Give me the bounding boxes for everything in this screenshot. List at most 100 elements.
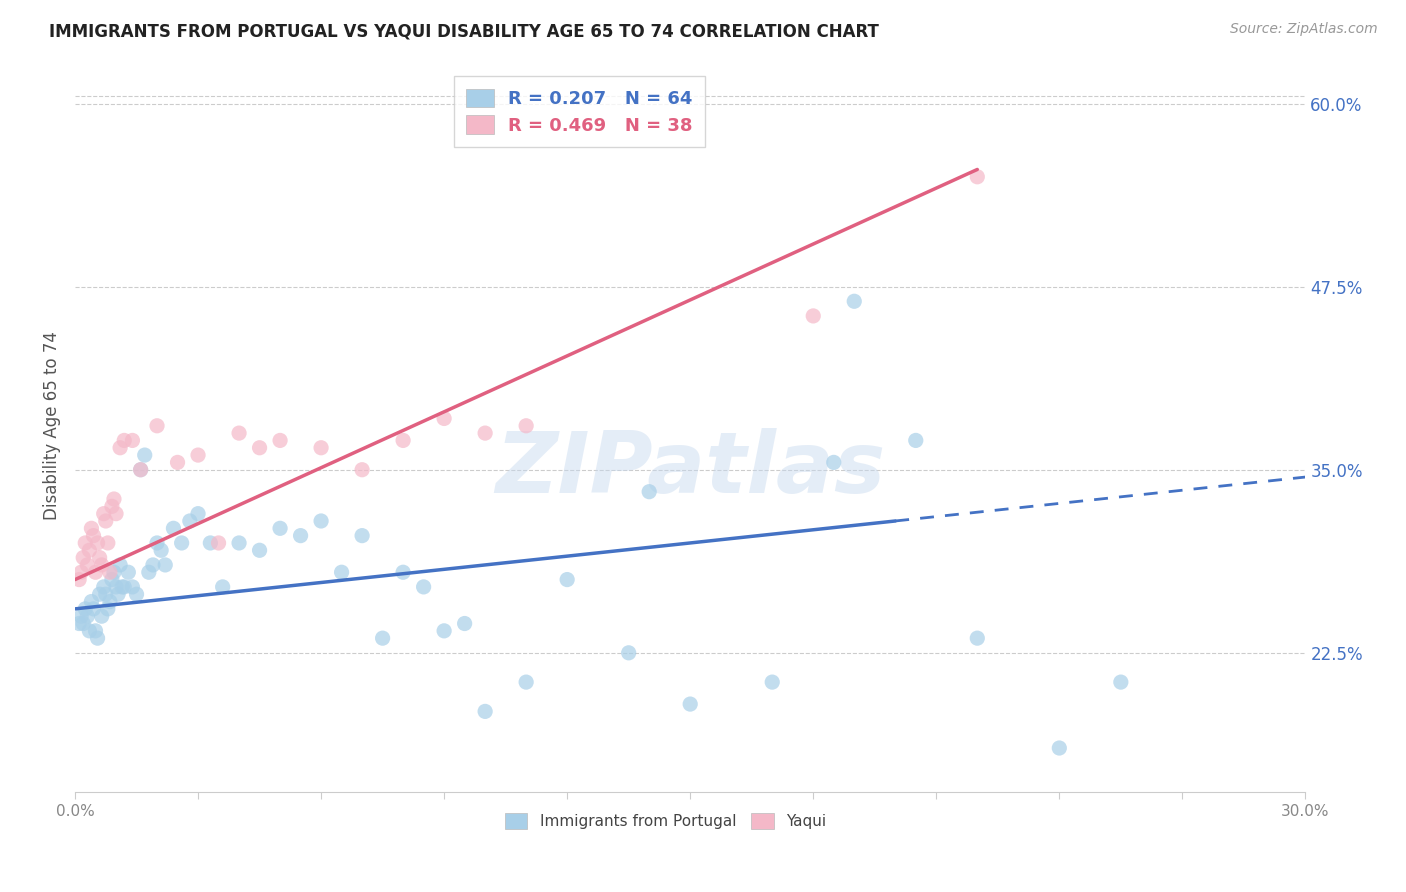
Point	[75, 536, 97, 550]
Point	[103, 491, 125, 506]
Point	[412, 580, 434, 594]
Point	[146, 536, 169, 550]
Point	[904, 434, 927, 448]
Point	[93, 507, 115, 521]
Point	[187, 448, 209, 462]
Point	[112, 580, 135, 594]
Point	[1109, 675, 1132, 690]
Point	[211, 580, 233, 594]
Point	[89, 587, 111, 601]
Point	[105, 580, 128, 594]
Point	[170, 536, 193, 550]
Point	[761, 675, 783, 690]
Point	[72, 616, 94, 631]
Point	[330, 566, 353, 580]
Point	[86, 536, 108, 550]
Legend: Immigrants from Portugal, Yaqui: Immigrants from Portugal, Yaqui	[498, 807, 832, 836]
Point	[228, 426, 250, 441]
Point	[309, 441, 332, 455]
Point	[352, 463, 374, 477]
Point	[82, 602, 104, 616]
Point	[111, 580, 134, 594]
Point	[98, 566, 121, 580]
Point	[352, 528, 374, 542]
Point	[90, 609, 112, 624]
Point	[93, 580, 115, 594]
Point	[84, 566, 107, 580]
Point	[105, 507, 128, 521]
Point	[207, 536, 229, 550]
Point	[80, 594, 103, 608]
Point	[121, 580, 143, 594]
Point	[101, 573, 124, 587]
Point	[249, 543, 271, 558]
Point	[166, 455, 188, 469]
Point	[117, 566, 139, 580]
Point	[72, 550, 94, 565]
Point	[98, 594, 121, 608]
Point	[107, 587, 129, 601]
Point	[433, 624, 456, 638]
Point	[134, 448, 156, 462]
Point	[392, 434, 415, 448]
Point	[515, 418, 537, 433]
Point	[679, 697, 702, 711]
Y-axis label: Disability Age 65 to 74: Disability Age 65 to 74	[44, 331, 60, 520]
Point	[108, 558, 131, 572]
Point	[79, 543, 101, 558]
Point	[453, 616, 475, 631]
Point	[86, 631, 108, 645]
Point	[228, 536, 250, 550]
Point	[94, 587, 117, 601]
Point	[121, 434, 143, 448]
Point	[70, 566, 93, 580]
Point	[76, 558, 98, 572]
Point	[142, 558, 165, 572]
Text: IMMIGRANTS FROM PORTUGAL VS YAQUI DISABILITY AGE 65 TO 74 CORRELATION CHART: IMMIGRANTS FROM PORTUGAL VS YAQUI DISABI…	[49, 22, 879, 40]
Point	[966, 169, 988, 184]
Point	[67, 616, 90, 631]
Point	[392, 566, 415, 580]
Point	[200, 536, 222, 550]
Point	[269, 521, 291, 535]
Point	[129, 463, 152, 477]
Point	[187, 507, 209, 521]
Point	[108, 441, 131, 455]
Point	[97, 536, 120, 550]
Point	[309, 514, 332, 528]
Point	[125, 587, 148, 601]
Point	[155, 558, 177, 572]
Point	[103, 566, 125, 580]
Point	[179, 514, 201, 528]
Point	[129, 463, 152, 477]
Point	[638, 484, 661, 499]
Point	[290, 528, 312, 542]
Point	[844, 294, 866, 309]
Point	[515, 675, 537, 690]
Point	[1047, 741, 1070, 756]
Point	[249, 441, 271, 455]
Point	[150, 543, 173, 558]
Point	[79, 624, 101, 638]
Point	[474, 426, 496, 441]
Point	[67, 573, 90, 587]
Point	[474, 705, 496, 719]
Text: Source: ZipAtlas.com: Source: ZipAtlas.com	[1230, 22, 1378, 37]
Text: ZIPatlas: ZIPatlas	[495, 428, 886, 511]
Point	[76, 609, 98, 624]
Point	[966, 631, 988, 645]
Point	[433, 411, 456, 425]
Point	[101, 500, 124, 514]
Point	[801, 309, 824, 323]
Point	[90, 558, 112, 572]
Point	[146, 418, 169, 433]
Point	[89, 550, 111, 565]
Point	[112, 434, 135, 448]
Point	[371, 631, 394, 645]
Point	[70, 609, 93, 624]
Point	[269, 434, 291, 448]
Point	[94, 514, 117, 528]
Point	[617, 646, 640, 660]
Point	[75, 602, 97, 616]
Point	[555, 573, 578, 587]
